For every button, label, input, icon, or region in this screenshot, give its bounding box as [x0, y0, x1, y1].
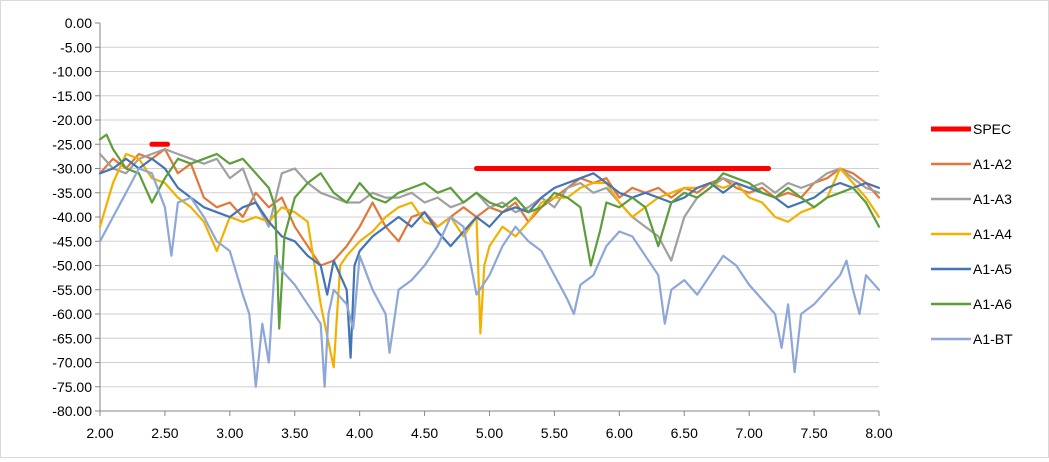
- y-tick-label: -60.00: [52, 306, 92, 322]
- series-lines: [98, 133, 881, 388]
- legend-label-a1-a3: A1-A3: [973, 191, 1012, 207]
- x-tick-label: 7.50: [800, 425, 827, 441]
- x-tick-label: 4.50: [411, 425, 438, 441]
- legend-label-spec: SPEC: [973, 121, 1011, 137]
- y-tick-label: -45.00: [52, 233, 92, 249]
- y-tick-label: 0.00: [65, 15, 92, 31]
- series-line-a1-a3: [98, 148, 881, 262]
- legend-label-a1-a5: A1-A5: [973, 261, 1012, 277]
- y-tick-label: -55.00: [52, 282, 92, 298]
- y-tick-label: -5.00: [60, 39, 92, 55]
- y-tick-label: -70.00: [52, 355, 92, 371]
- y-tick-label: -10.00: [52, 64, 92, 80]
- y-tick-label: -65.00: [52, 330, 92, 346]
- y-tick-label: -35.00: [52, 185, 92, 201]
- x-tick-label: 7.00: [736, 425, 763, 441]
- y-tick-label: -50.00: [52, 258, 92, 274]
- x-tick-label: 8.00: [865, 425, 892, 441]
- y-tick-label: -40.00: [52, 209, 92, 225]
- y-tick-label: -75.00: [52, 379, 92, 395]
- legend-label-a1-a4: A1-A4: [973, 226, 1012, 242]
- x-tick-label: 6.00: [606, 425, 633, 441]
- x-tick-label: 3.00: [216, 425, 243, 441]
- axes: 0.00 -5.00 -10.00 -15.00 -20.00 -25.00 -30.00 -…: [52, 15, 893, 441]
- y-tick-label: -15.00: [52, 88, 92, 104]
- y-tick-label: -20.00: [52, 112, 92, 128]
- x-tick-label: 6.50: [671, 425, 698, 441]
- series-line-a1-a5: [98, 157, 881, 359]
- series-line-a1-a6: [98, 133, 881, 330]
- y-tick-label: -80.00: [52, 403, 92, 419]
- series-line-a1-a4: [98, 152, 881, 369]
- x-tick-label: 5.50: [541, 425, 568, 441]
- legend: SPEC A1-A2 A1-A3 A1-A4 A1-A5 A1-A6 A1-BT: [931, 121, 1013, 347]
- legend-label-a1-a2: A1-A2: [973, 156, 1012, 172]
- x-tick-label: 4.00: [346, 425, 373, 441]
- series-line-a1-bt: [98, 167, 881, 388]
- legend-label-a1-bt: A1-BT: [973, 331, 1013, 347]
- x-tick-label: 2.50: [151, 425, 178, 441]
- gridlines: [100, 46, 879, 388]
- x-tick-label: 5.00: [476, 425, 503, 441]
- x-tick-label: 3.50: [281, 425, 308, 441]
- y-tick-label: -25.00: [52, 136, 92, 152]
- x-tick-label: 2.00: [86, 425, 113, 441]
- y-tick-label: -30.00: [52, 161, 92, 177]
- legend-label-a1-a6: A1-A6: [973, 296, 1012, 312]
